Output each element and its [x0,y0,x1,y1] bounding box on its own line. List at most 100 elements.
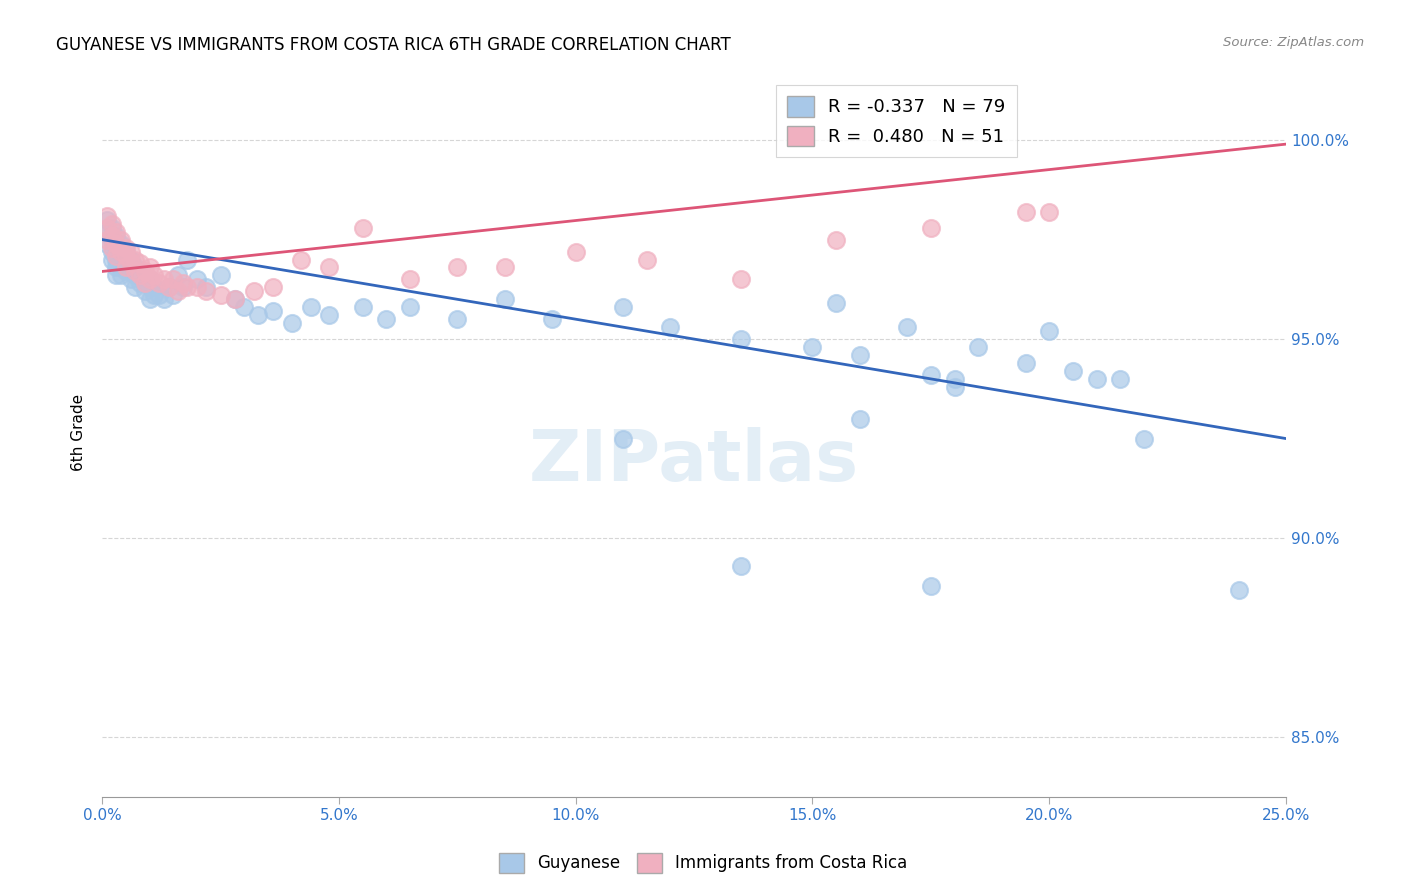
Point [541,312,564,326]
Point [129,268,152,283]
Point [1038,324,1060,338]
Point [96,233,118,247]
Point [399,272,422,286]
Point [96,209,118,223]
Point [896,320,918,334]
Point [318,308,340,322]
Point [494,293,516,307]
Point [943,380,966,394]
Point [849,411,872,425]
Point [176,280,198,294]
Point [138,280,160,294]
Point [943,372,966,386]
Point [290,252,312,267]
Point [195,280,218,294]
Point [157,280,180,294]
Point [105,241,128,255]
Point [100,241,122,255]
Y-axis label: 6th Grade: 6th Grade [72,394,86,471]
Point [120,256,142,270]
Point [105,228,128,243]
Point [134,277,156,291]
Point [96,212,118,227]
Point [375,312,398,326]
Point [157,280,180,294]
Point [659,320,682,334]
Point [612,432,634,446]
Point [299,300,322,314]
Point [115,248,138,262]
Point [186,280,208,294]
Point [167,268,190,283]
Point [612,300,634,314]
Point [110,244,132,259]
Point [138,272,160,286]
Point [233,300,256,314]
Point [120,252,142,267]
Point [1062,364,1084,378]
Point [152,293,174,307]
Point [115,244,138,259]
Point [262,280,284,294]
Point [105,248,128,262]
Point [152,272,174,286]
Point [1109,372,1132,386]
Point [494,260,516,275]
Point [115,264,138,278]
Point [162,272,184,286]
Point [1227,582,1250,597]
Point [110,260,132,275]
Point [110,248,132,262]
Point [105,236,128,251]
Point [352,220,374,235]
Point [399,300,422,314]
Point [318,260,340,275]
Point [115,241,138,255]
Point [105,225,128,239]
Point [115,260,138,275]
Point [352,300,374,314]
Point [967,340,990,354]
Point [124,252,146,267]
Legend: Guyanese, Immigrants from Costa Rica: Guyanese, Immigrants from Costa Rica [492,847,914,880]
Point [730,332,752,346]
Point [143,280,166,294]
Point [224,293,246,307]
Point [1014,356,1036,370]
Point [825,296,848,310]
Text: Source: ZipAtlas.com: Source: ZipAtlas.com [1223,36,1364,49]
Point [138,272,160,286]
Point [120,260,142,275]
Point [564,244,586,259]
Point [129,268,152,283]
Point [115,256,138,270]
Point [167,285,190,299]
Point [172,277,194,291]
Point [100,233,122,247]
Point [96,236,118,251]
Point [124,268,146,283]
Point [100,228,122,243]
Point [262,304,284,318]
Point [120,272,142,286]
Point [134,264,156,278]
Point [446,260,468,275]
Point [143,288,166,302]
Point [148,277,170,291]
Point [100,252,122,267]
Point [849,348,872,362]
Point [446,312,468,326]
Point [195,285,218,299]
Point [134,285,156,299]
Point [920,368,942,382]
Point [124,280,146,294]
Point [186,272,208,286]
Point [100,217,122,231]
Point [110,236,132,251]
Point [100,244,122,259]
Text: ZIPatlas: ZIPatlas [529,427,859,496]
Point [280,316,302,330]
Point [110,233,132,247]
Point [110,268,132,283]
Point [209,288,232,302]
